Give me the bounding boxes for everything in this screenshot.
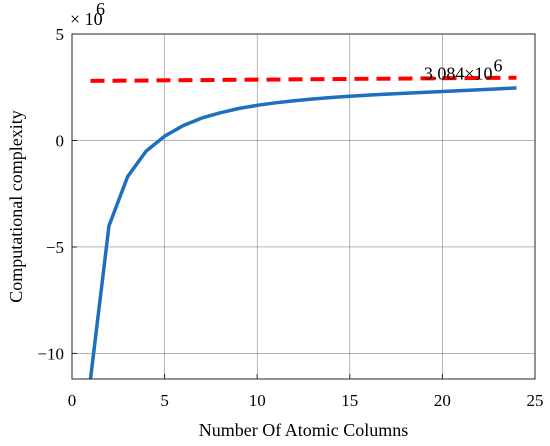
x-tick-label: 0 bbox=[68, 391, 77, 410]
y-tick-label: −10 bbox=[37, 344, 64, 363]
x-tick-label: 25 bbox=[527, 391, 544, 410]
plot-frame bbox=[71, 33, 536, 380]
x-tick-label: 20 bbox=[434, 391, 451, 410]
y-tick-label: 0 bbox=[56, 131, 65, 150]
tick-layer: 0 5 10 15 20 25 −10 −5 0 5 bbox=[37, 25, 543, 410]
series-layer bbox=[88, 75, 517, 380]
x-tick-label: 10 bbox=[249, 391, 266, 410]
grid-layer bbox=[72, 34, 535, 379]
x-tick-label: 5 bbox=[160, 391, 169, 410]
annotation-mantissa: 3.084×10 bbox=[424, 63, 493, 83]
y-scale-exponent: 6 bbox=[96, 0, 105, 19]
x-axis-title: Number Of Atomic Columns bbox=[199, 420, 409, 440]
y-scale-label: × 10 bbox=[70, 9, 103, 29]
x-tick-label: 15 bbox=[341, 391, 358, 410]
y-tick-label: 5 bbox=[56, 25, 65, 44]
y-axis-title: Computational complexity bbox=[6, 110, 26, 302]
annotation-exponent: 6 bbox=[494, 55, 503, 75]
series-line-complexity bbox=[88, 86, 517, 380]
series-line-reference bbox=[90, 75, 517, 83]
y-tick-label: −5 bbox=[46, 238, 64, 257]
